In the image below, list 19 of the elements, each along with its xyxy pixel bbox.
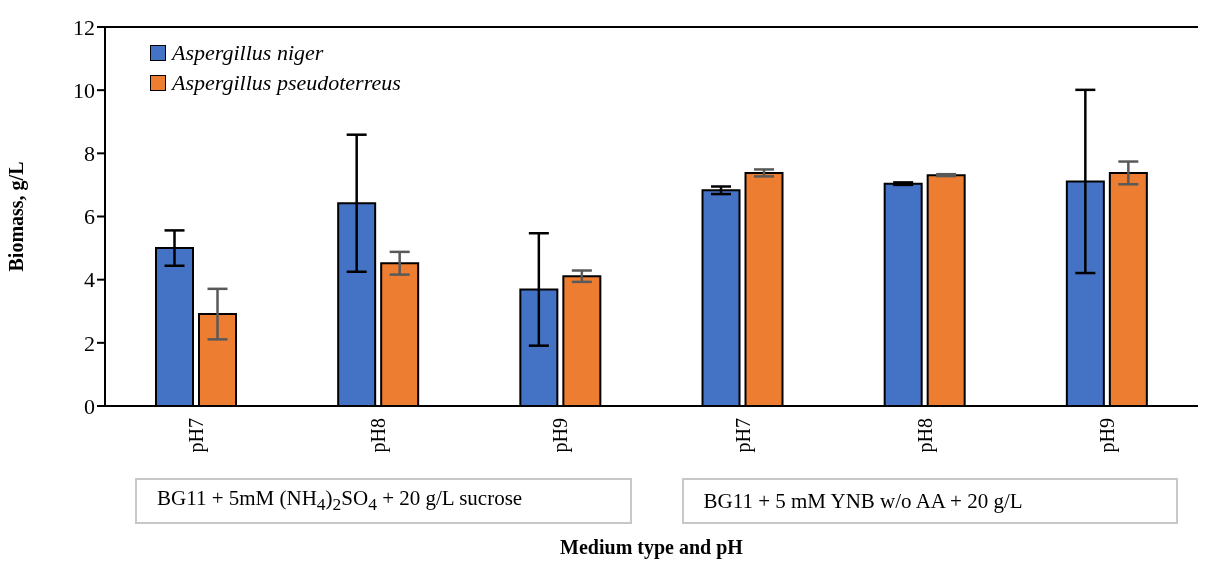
x-tick-label: pH9 (1095, 418, 1119, 453)
y-tick-label: 12 (73, 14, 95, 40)
x-tick-label: pH7 (731, 418, 755, 453)
legend-label: Aspergillus niger (172, 40, 324, 66)
y-tick-label: 4 (84, 267, 95, 293)
legend-label: Aspergillus pseudoterreus (172, 70, 401, 96)
text: BG11 + 5mM (NH$_{4}$)$_{2}$SO$_{4}$ + 20 g/L sucrose (157, 486, 523, 516)
text: BG11 + 5 mM YNB w/o AA + 20 g/L (703, 488, 1023, 514)
x-tick-label: pH9 (549, 418, 573, 453)
x-tick-label: pH8 (367, 418, 391, 453)
x-axis-title: Medium type and pH (559, 536, 744, 559)
x-tick-label: pH8 (913, 418, 937, 453)
y-tick-label: 8 (84, 141, 95, 167)
y-axis-title: Biomass, g/L (5, 161, 29, 272)
y-tick-label: 2 (84, 330, 95, 356)
y-tick-label: 10 (73, 77, 95, 103)
y-tick-label: 6 (84, 204, 95, 230)
x-tick-label: pH7 (185, 418, 209, 453)
y-tick-label: 0 (84, 393, 95, 419)
